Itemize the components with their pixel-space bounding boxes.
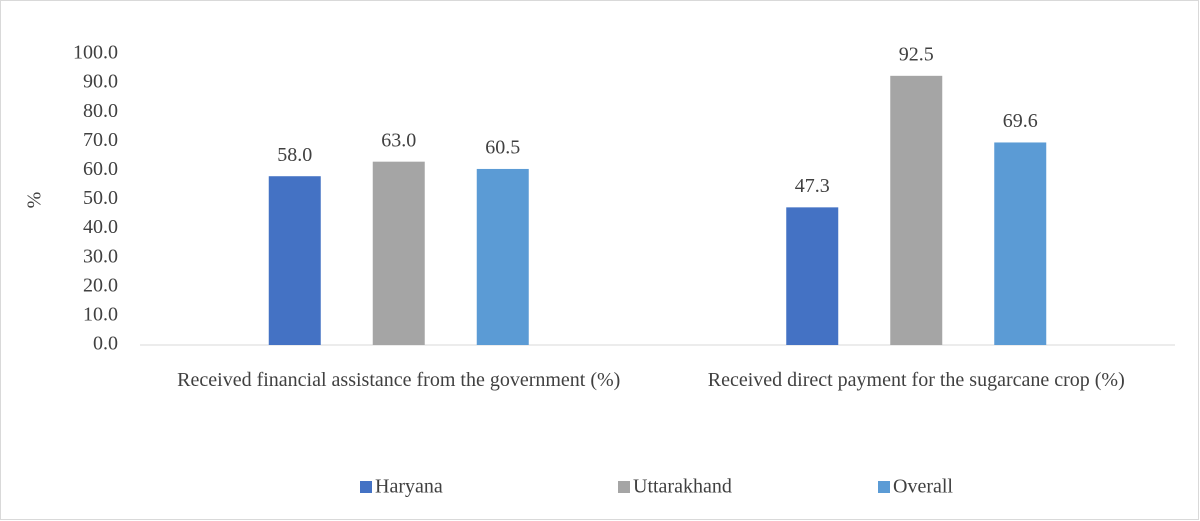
y-tick-label: 50.0 xyxy=(83,187,118,209)
bar xyxy=(268,176,321,345)
y-tick-label: 60.0 xyxy=(83,158,118,180)
data-label: 60.5 xyxy=(485,137,520,159)
legend-label: Haryana xyxy=(375,476,443,498)
legend-label: Overall xyxy=(893,476,953,498)
data-label: 47.3 xyxy=(795,175,830,197)
data-label: 58.0 xyxy=(277,144,312,166)
y-tick-label: 30.0 xyxy=(83,245,118,267)
y-tick-label: 80.0 xyxy=(83,100,118,122)
data-label: 92.5 xyxy=(899,43,934,65)
bar xyxy=(786,207,839,345)
bar xyxy=(994,142,1047,345)
y-tick-label: 20.0 xyxy=(83,274,118,296)
y-tick-label: 0.0 xyxy=(93,333,118,355)
y-tick-label: 90.0 xyxy=(83,71,118,93)
data-label: 63.0 xyxy=(381,129,416,151)
bar xyxy=(890,75,943,345)
legend-swatch xyxy=(878,481,890,493)
legend-label: Uttarakhand xyxy=(633,476,732,498)
y-tick-label: 70.0 xyxy=(83,129,118,151)
y-axis-label: % xyxy=(24,192,46,209)
y-tick-label: 40.0 xyxy=(83,216,118,238)
data-label: 69.6 xyxy=(1003,110,1038,132)
x-tick-label: Received direct payment for the sugarcan… xyxy=(707,369,1125,391)
x-tick-label: Received financial assistance from the g… xyxy=(177,369,621,391)
legend-swatch xyxy=(618,481,630,493)
legend-swatch xyxy=(360,481,372,493)
bar xyxy=(476,168,529,345)
bar xyxy=(372,161,425,345)
y-tick-label: 100.0 xyxy=(73,42,118,64)
y-tick-label: 10.0 xyxy=(83,303,118,325)
